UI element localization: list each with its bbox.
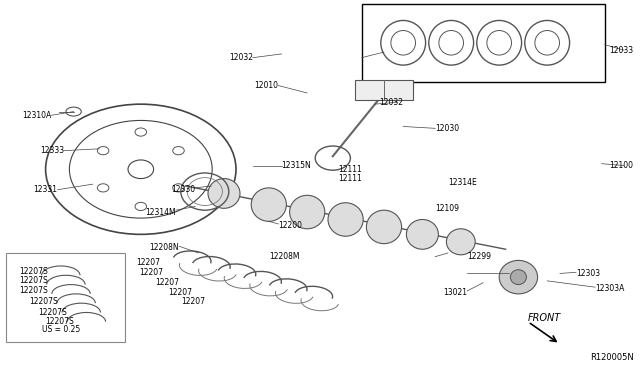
Text: 12208N: 12208N (150, 243, 179, 252)
Text: 12207S: 12207S (45, 317, 74, 326)
Text: 12030: 12030 (435, 124, 460, 133)
Text: 13021: 13021 (443, 288, 467, 296)
Ellipse shape (252, 188, 287, 221)
Ellipse shape (511, 270, 527, 285)
Text: 12033: 12033 (609, 46, 634, 55)
Text: 12303: 12303 (576, 269, 600, 278)
Text: 12207S: 12207S (29, 297, 58, 306)
Text: 12207S: 12207S (38, 308, 67, 317)
Text: 12333: 12333 (40, 146, 64, 155)
Text: 12207S: 12207S (19, 276, 48, 285)
Text: FRONT: FRONT (528, 313, 561, 323)
Ellipse shape (208, 179, 240, 208)
Text: 12010: 12010 (254, 81, 278, 90)
Text: 12208M: 12208M (269, 252, 300, 261)
Text: 12207: 12207 (156, 278, 179, 287)
Text: 12331: 12331 (33, 185, 58, 194)
Text: 12315N: 12315N (282, 161, 311, 170)
Ellipse shape (366, 210, 402, 244)
Ellipse shape (499, 260, 538, 294)
Text: 12303A: 12303A (595, 284, 625, 293)
Text: 12310A: 12310A (22, 111, 51, 120)
Ellipse shape (289, 195, 325, 229)
Text: 12207: 12207 (168, 288, 192, 296)
Text: 12032: 12032 (229, 53, 253, 62)
Text: 12109: 12109 (435, 204, 460, 213)
Text: 12207: 12207 (140, 268, 163, 277)
Text: 12207: 12207 (181, 297, 205, 306)
Text: US = 0.25: US = 0.25 (42, 325, 80, 334)
Ellipse shape (328, 203, 364, 236)
Text: 12100: 12100 (610, 161, 634, 170)
Text: 12111: 12111 (338, 174, 362, 183)
Text: 12207S: 12207S (19, 267, 48, 276)
Text: 12330: 12330 (171, 185, 195, 194)
Text: 12207S: 12207S (19, 286, 48, 295)
Text: R120005N: R120005N (590, 353, 634, 362)
Text: 12314E: 12314E (448, 178, 477, 187)
Text: 12207: 12207 (136, 258, 160, 267)
FancyBboxPatch shape (355, 80, 413, 100)
Text: 12032: 12032 (379, 98, 403, 107)
Text: 12111: 12111 (338, 165, 362, 174)
Text: 12200: 12200 (278, 221, 302, 230)
Ellipse shape (406, 219, 438, 249)
Text: 12314M: 12314M (145, 208, 176, 217)
Text: 12299: 12299 (467, 252, 492, 261)
Ellipse shape (447, 229, 475, 255)
